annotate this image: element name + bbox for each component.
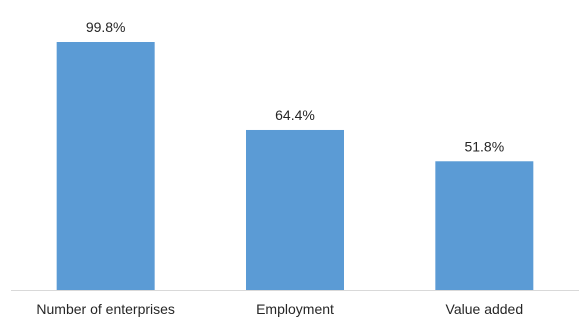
data-label-number-of-enterprises: 99.8% xyxy=(86,19,126,35)
x-tick-label-employment: Employment xyxy=(256,301,334,317)
x-tick-label-value-added: Value added xyxy=(446,301,524,317)
x-tick-label-number-of-enterprises: Number of enterprises xyxy=(36,301,175,317)
bar-employment xyxy=(246,129,344,290)
data-label-employment: 64.4% xyxy=(275,107,315,123)
data-label-value-added: 51.8% xyxy=(464,138,504,154)
data-labels-group: 99.8% 64.4% 51.8% xyxy=(86,19,504,154)
bar-number-of-enterprises xyxy=(56,42,155,290)
bars-group xyxy=(56,42,534,290)
x-tick-labels-group: Number of enterprises Employment Value add… xyxy=(36,301,523,317)
bar-value-added xyxy=(435,161,534,290)
